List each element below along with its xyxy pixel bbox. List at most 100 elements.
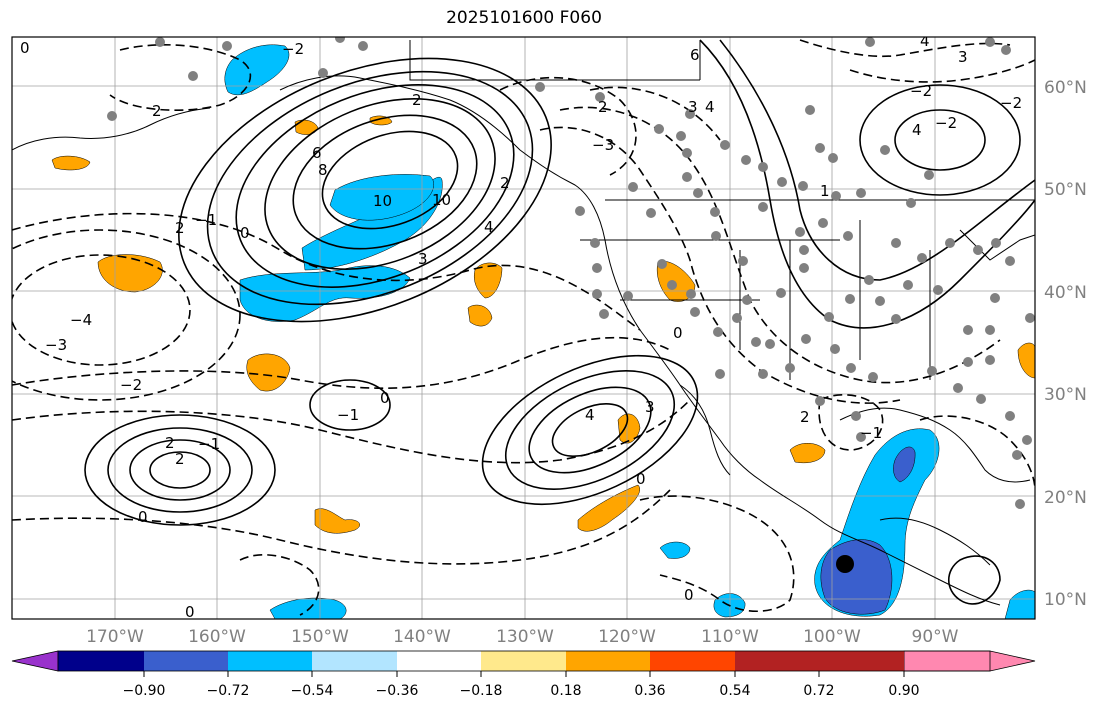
contour-label: 0 bbox=[138, 508, 148, 526]
contour-label: −1 bbox=[860, 424, 882, 442]
station-dots bbox=[107, 37, 1035, 509]
contour-label: 10 bbox=[373, 192, 392, 210]
orange-region-8 bbox=[577, 484, 640, 532]
orange-region-4 bbox=[474, 262, 503, 299]
contour-label: −4 bbox=[70, 311, 92, 329]
colorbar-frame bbox=[57, 650, 991, 672]
colorbar-bin bbox=[58, 651, 144, 671]
contour-label: 4 bbox=[920, 32, 930, 50]
contour-label: −1 bbox=[337, 406, 359, 424]
cyan-region-caribbean bbox=[1004, 589, 1035, 619]
lon-label-110w: 110°W bbox=[701, 627, 759, 647]
contour-label: 0 bbox=[240, 224, 250, 242]
colorbar-label: −0.36 bbox=[376, 683, 419, 699]
map-frame bbox=[11, 36, 1036, 620]
orange-region-6 bbox=[656, 260, 696, 302]
lon-label-170w: 170°W bbox=[86, 627, 144, 647]
cyan-region-bering bbox=[224, 44, 290, 96]
contour-label: 4 bbox=[585, 406, 595, 424]
lat-label-50n: 50°N bbox=[1044, 180, 1087, 200]
contour-label: −2 bbox=[910, 82, 932, 100]
storm-center-marker bbox=[836, 555, 854, 573]
colorbar-bin bbox=[819, 651, 904, 671]
lon-label-90w: 90°W bbox=[912, 627, 959, 647]
lon-label-160w: 160°W bbox=[188, 627, 246, 647]
blue-region-gulf bbox=[893, 446, 916, 483]
contour-label: 0 bbox=[380, 389, 390, 407]
contour-label: 0 bbox=[673, 324, 683, 342]
orange-region-9 bbox=[314, 508, 360, 534]
contour-label: 2 bbox=[152, 102, 162, 120]
lon-label-150w: 150°W bbox=[291, 627, 349, 647]
longitude-labels: 170°W 160°W 150°W 140°W 130°W 120°W 110°… bbox=[86, 627, 959, 647]
cyan-region-south-3 bbox=[659, 541, 691, 559]
contour-label: 0 bbox=[636, 470, 646, 488]
colorbar-label: −0.54 bbox=[291, 683, 334, 699]
contour-label: 2 bbox=[175, 450, 185, 468]
contour-label: −3 bbox=[592, 136, 614, 154]
cyan-region-gulf-alaska bbox=[329, 174, 434, 221]
contour-label: 1 bbox=[820, 182, 830, 200]
contour-label: 2 bbox=[412, 91, 422, 109]
lat-label-40n: 40°N bbox=[1044, 283, 1087, 303]
contour-label: 0 bbox=[20, 39, 30, 57]
colorbar-label: 0.54 bbox=[719, 683, 750, 699]
map-panel: 0 2 2 −1 0 −2 −4 −3 −2 2 2 6 8 10 10 2 3… bbox=[12, 32, 1035, 621]
contour-label: 6 bbox=[690, 46, 700, 64]
contour-label: 3 bbox=[688, 98, 698, 116]
contour-label: −3 bbox=[45, 336, 67, 354]
orange-region-1 bbox=[97, 254, 163, 293]
colorbar-bin bbox=[735, 651, 819, 671]
contour-label: 3 bbox=[418, 250, 428, 268]
contour-label: 2 bbox=[800, 408, 810, 426]
orange-region-10 bbox=[789, 443, 826, 464]
contour-label: 2 bbox=[598, 98, 608, 116]
contour-labels: 0 2 2 −1 0 −2 −4 −3 −2 2 2 6 8 10 10 2 3… bbox=[20, 32, 1022, 621]
colorbar-bin bbox=[481, 651, 566, 671]
lat-label-20n: 20°N bbox=[1044, 488, 1087, 508]
contour-label: 10 bbox=[432, 191, 451, 209]
colorbar-bin bbox=[566, 651, 650, 671]
contour-label: 0 bbox=[185, 603, 195, 621]
lon-label-130w: 130°W bbox=[496, 627, 554, 647]
contour-label: 0 bbox=[684, 586, 694, 604]
solid-contours bbox=[84, 39, 1035, 605]
colorbar-ticks bbox=[143, 671, 905, 677]
contour-label: 4 bbox=[484, 218, 494, 236]
colorbar-bin bbox=[397, 651, 481, 671]
contour-label: −2 bbox=[120, 376, 142, 394]
map-title: 2025101600 F060 bbox=[446, 8, 602, 28]
cyan-region-south-1 bbox=[269, 597, 347, 619]
lon-label-120w: 120°W bbox=[598, 627, 656, 647]
colorbar-min-extend bbox=[11, 650, 59, 672]
orange-region-2 bbox=[246, 353, 291, 392]
contour-label: −2 bbox=[282, 40, 304, 58]
contour-label: 2 bbox=[165, 434, 175, 452]
colorbar-max-extend bbox=[903, 650, 1036, 672]
colorbar: −0.90 −0.72 −0.54 −0.36 −0.18 0.18 0.36 … bbox=[11, 650, 1036, 699]
lat-label-10n: 10°N bbox=[1044, 590, 1087, 610]
colorbar-label: 0.72 bbox=[803, 683, 834, 699]
colorbar-bin bbox=[312, 651, 397, 671]
colorbar-label: −0.72 bbox=[207, 683, 250, 699]
contour-label: 2 bbox=[175, 219, 185, 237]
colorbar-bin bbox=[144, 651, 228, 671]
orange-region-11 bbox=[1017, 342, 1035, 379]
lon-label-100w: 100°W bbox=[803, 627, 861, 647]
colorbar-bin bbox=[228, 651, 312, 671]
lat-label-60n: 60°N bbox=[1044, 78, 1087, 98]
colorbar-label: 0.18 bbox=[550, 683, 581, 699]
colorbar-label: −0.18 bbox=[460, 683, 503, 699]
lon-label-140w: 140°W bbox=[393, 627, 451, 647]
contour-label: −2 bbox=[935, 114, 957, 132]
contour-label: 4 bbox=[705, 98, 715, 116]
contour-label: 3 bbox=[645, 398, 655, 416]
latitude-labels: 60°N 50°N 40°N 30°N 20°N 10°N bbox=[1044, 78, 1087, 610]
contour-label: −2 bbox=[1000, 94, 1022, 112]
colorbar-label: 0.36 bbox=[634, 683, 665, 699]
lat-label-30n: 30°N bbox=[1044, 385, 1087, 405]
colorbar-bin bbox=[650, 651, 735, 671]
contour-label: 2 bbox=[500, 174, 510, 192]
contour-label: 3 bbox=[958, 48, 968, 66]
